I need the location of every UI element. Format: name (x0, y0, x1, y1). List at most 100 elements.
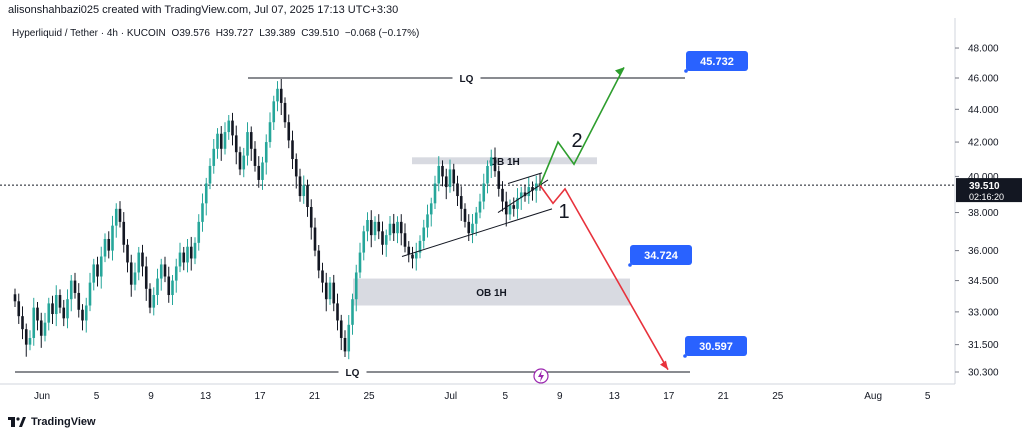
candle-body (276, 88, 279, 102)
candle-body (73, 280, 77, 293)
candle-body (167, 276, 171, 296)
liquidity-label: LQ (346, 368, 360, 379)
symbol-title[interactable]: Hyperliquid / Tether · 4h · KUCOIN (12, 28, 166, 39)
x-tick-label: 13 (200, 391, 212, 402)
candle-body (426, 214, 429, 228)
x-tick-label: 21 (309, 391, 321, 402)
candle-body (287, 122, 291, 141)
x-tick-label: 5 (94, 391, 100, 402)
candle-body (141, 252, 144, 267)
candle-body (392, 223, 396, 234)
order-block-zone (353, 278, 630, 306)
candle-body (411, 254, 414, 259)
candle-body (257, 165, 261, 180)
candle-body (261, 162, 264, 180)
tradingview-brand[interactable]: TradingView (8, 416, 96, 428)
candle-body (366, 219, 369, 232)
candle-body (212, 148, 216, 166)
order-block-label: OB 1H (476, 288, 507, 299)
candle-body (171, 280, 174, 296)
target-badge (686, 51, 748, 71)
candle-body (519, 192, 523, 198)
candle-body (313, 227, 317, 251)
candle-body (62, 307, 66, 319)
y-tick-label: 42.000 (968, 138, 999, 149)
candle-body (298, 176, 302, 197)
candle-body (407, 246, 411, 255)
candle-body (114, 208, 118, 226)
wedge-upper-trendline (507, 172, 543, 184)
low-value: L39.389 (259, 28, 296, 39)
candle-body (497, 171, 501, 189)
candle-body (69, 280, 73, 300)
candle-body (422, 227, 426, 241)
x-tick-label: 13 (609, 391, 621, 402)
bullish-scenario-path (539, 66, 625, 186)
candle-body (527, 187, 531, 197)
close-value: C39.510 (301, 28, 340, 39)
candle-body (156, 278, 159, 296)
candle-body (223, 132, 227, 149)
candle-body (51, 303, 54, 315)
candle-body (399, 221, 403, 234)
candle-body (99, 256, 103, 277)
candle-body (504, 201, 508, 215)
high-value: H39.727 (215, 28, 254, 39)
change-value: −0.068 (−0.17%) (344, 28, 420, 39)
candle-body (43, 322, 47, 336)
candle-body (197, 221, 201, 243)
wedge-inner-trendline (497, 179, 549, 213)
candle-body (122, 221, 126, 245)
x-tick-label: Jul (444, 391, 457, 402)
candle-body (32, 307, 36, 338)
x-tick-label: 17 (254, 391, 266, 402)
candle-body (294, 159, 298, 177)
candle-body (437, 165, 441, 184)
candle-body (21, 316, 24, 330)
candle-body (129, 262, 133, 285)
zones-layer: OB 1H OB 1H (353, 157, 630, 306)
candle-body (501, 188, 504, 202)
candle-body (77, 292, 81, 310)
target-badge (685, 336, 747, 356)
target-badge (630, 245, 692, 265)
candle-body (516, 197, 519, 209)
axes-layer: 48.000 46.000 44.000 42.000 40.000 38.000 36.0… (0, 18, 999, 402)
levels-layer: LQ LQ (0, 74, 955, 379)
candle-body (201, 203, 204, 222)
candle-body (204, 183, 208, 204)
candle-body (36, 307, 39, 321)
candle-body (54, 295, 58, 315)
y-tick-label: 46.000 (968, 74, 999, 85)
candle-body (148, 288, 152, 308)
candle-body (377, 221, 381, 232)
candle-body (493, 157, 497, 172)
candle-body (39, 320, 43, 336)
y-tick-label: 48.000 (968, 44, 999, 55)
candle-body (103, 238, 107, 257)
last-price-label (956, 178, 1022, 203)
order-block-label: OB 1H (489, 157, 520, 168)
candle-body (163, 264, 167, 277)
candle-body (291, 140, 294, 160)
bar-countdown: 02:16:20 (969, 192, 1004, 202)
candle-body (452, 169, 456, 184)
candle-body (339, 320, 343, 338)
candle-body (388, 223, 392, 236)
y-tick-label: 34.500 (968, 276, 999, 287)
candle-body (362, 231, 366, 253)
candle-body (118, 208, 122, 222)
candle-body (189, 246, 193, 259)
candle-body (47, 303, 51, 323)
candle-body (396, 221, 399, 234)
liquidity-label: LQ (460, 74, 474, 85)
x-tick-label: 25 (363, 391, 375, 402)
candle-body (178, 252, 182, 267)
candle-body (429, 203, 433, 215)
candle-body (369, 219, 373, 236)
scenario-label-bullish: 2 (571, 130, 582, 152)
x-tick-label: 17 (663, 391, 675, 402)
candle-body (234, 135, 238, 153)
